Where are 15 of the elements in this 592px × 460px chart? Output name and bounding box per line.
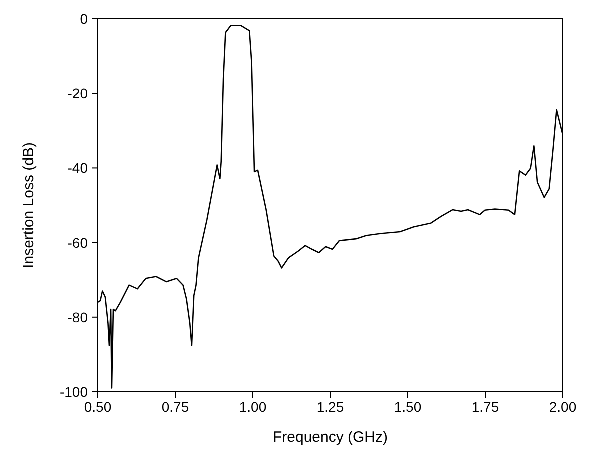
y-tick-label: 0 — [80, 10, 88, 27]
x-tick-label: 1.50 — [394, 398, 422, 415]
x-axis-title: Frequency (GHz) — [272, 429, 388, 446]
y-tick-label: -100 — [60, 384, 88, 400]
x-tick-label: 1.25 — [316, 398, 344, 415]
x-tick-label: 0.75 — [162, 398, 190, 415]
x-tick-label: 2.00 — [549, 398, 577, 415]
y-tick-label: -40 — [68, 160, 88, 176]
y-tick-label: -80 — [68, 309, 88, 326]
y-tick-label: -20 — [68, 86, 88, 102]
y-axis-title: Insertion Loss (dB) — [20, 142, 38, 268]
x-tick-label: 1.75 — [472, 398, 500, 415]
y-tick-label: -60 — [68, 234, 88, 251]
x-tick-label: 0.50 — [84, 398, 112, 415]
x-tick-label: 1.00 — [239, 398, 267, 415]
